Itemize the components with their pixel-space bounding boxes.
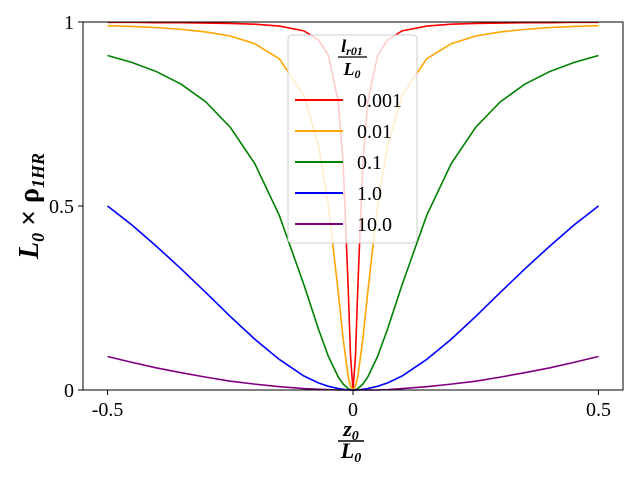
y-label-part: × ρ [14,188,45,233]
legend-box [287,34,418,244]
legend-label: 1.0 [357,183,382,205]
legend-title-part: r01 [346,44,363,58]
y-tick-label: 1 [64,12,74,34]
legend-title-part: l [341,36,346,56]
legend-title-part: L [343,59,355,79]
legend-label: 10.0 [357,214,392,236]
legend-label: 0.01 [357,121,392,143]
y-label: L0 × ρ1HR [14,153,48,260]
legend-title-part: 0 [355,67,361,81]
y-label-part: 0 [28,233,48,242]
legend-title-denominator: L0 [343,59,361,81]
x-tick-label: -0.5 [92,399,124,421]
x-label-denominator: L0 [340,438,361,466]
x-label-part: 0 [354,451,361,466]
y-label-part: 1HR [28,153,48,188]
y-tick-label: 0 [64,380,74,402]
legend-label: 0.1 [357,152,382,174]
legend-title-numerator: lr01 [341,36,363,58]
x-tick-label: 0.5 [586,399,611,421]
legend: lr01 L0 0.001 0.01 0.1 1.0 10.0 [287,34,418,244]
x-label-part: 0 [352,429,359,444]
y-label-part: L [14,242,45,260]
x-label-part: z [342,416,352,441]
x-label-numerator: z0 [342,416,359,444]
y-tick-label: 0.5 [49,196,74,218]
x-label-part: L [340,438,354,463]
legend-label: 0.001 [357,90,402,112]
x-tick-label: 0 [348,399,358,421]
